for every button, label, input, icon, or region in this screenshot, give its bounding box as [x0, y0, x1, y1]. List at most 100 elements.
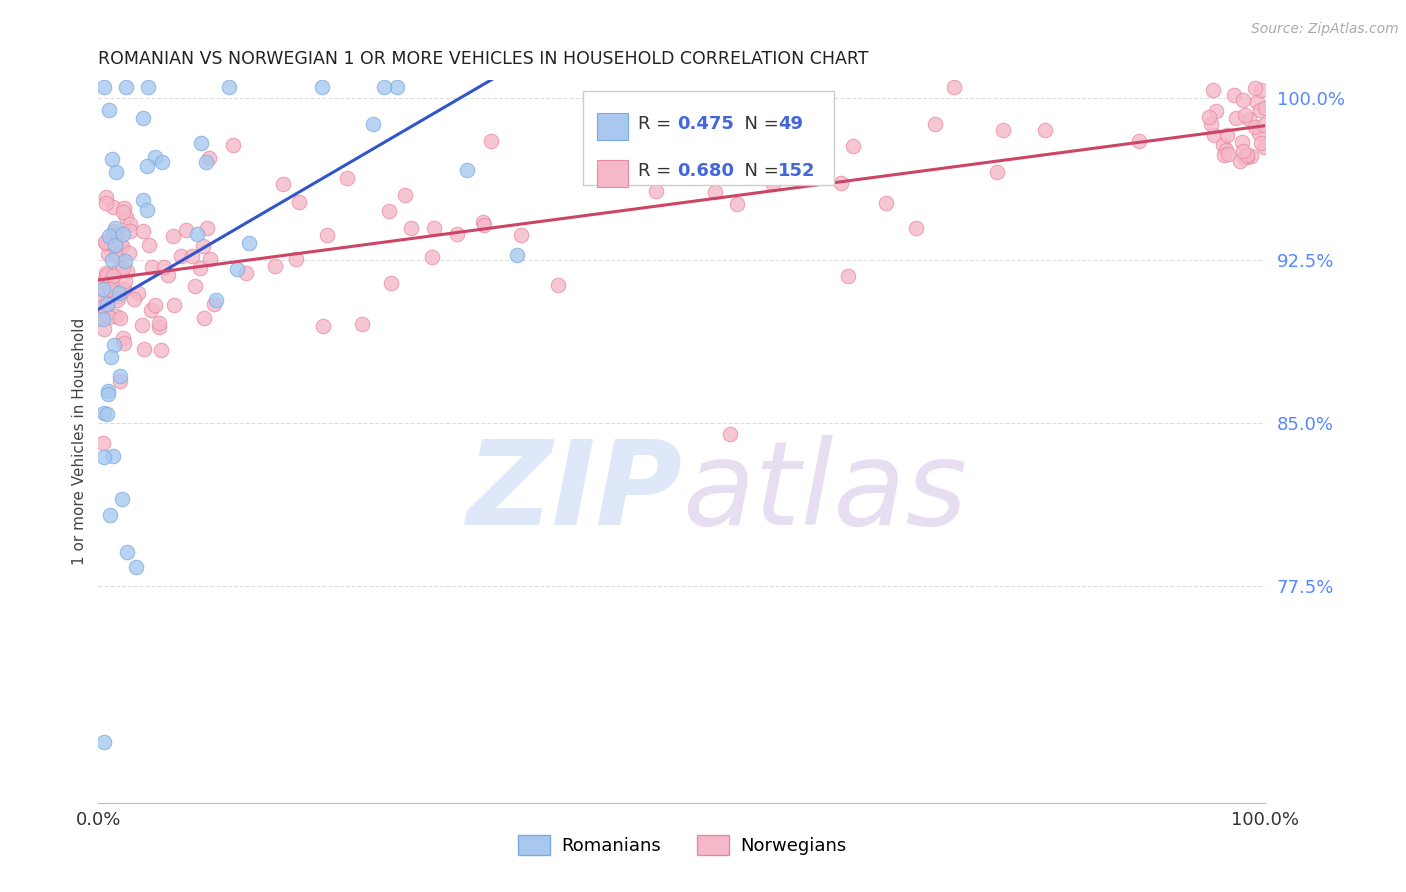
- Point: [401, 221, 423, 235]
- Point: [94, 271, 117, 285]
- Point: [190, 136, 212, 150]
- Point: [1253, 101, 1275, 115]
- Text: ZIP: ZIP: [465, 434, 682, 549]
- Point: [93, 322, 115, 336]
- Point: [842, 139, 865, 153]
- Point: [114, 274, 136, 288]
- Point: [101, 253, 124, 268]
- Point: [762, 177, 785, 191]
- Point: [1232, 94, 1254, 108]
- Point: [91, 292, 114, 306]
- Point: [1212, 148, 1234, 162]
- Point: [91, 436, 114, 450]
- Point: [91, 300, 114, 314]
- Point: [94, 235, 117, 250]
- Point: [186, 227, 208, 241]
- Point: [134, 342, 156, 356]
- Point: [1230, 135, 1253, 149]
- Point: [112, 330, 135, 344]
- Point: [115, 545, 138, 559]
- Point: [506, 248, 529, 262]
- Point: [1240, 149, 1263, 163]
- Point: [837, 268, 859, 283]
- Point: [108, 286, 131, 301]
- Point: [195, 221, 218, 235]
- Point: [125, 559, 148, 574]
- Point: [108, 261, 131, 276]
- Point: [472, 218, 495, 232]
- Point: [114, 79, 136, 94]
- Point: [104, 237, 127, 252]
- Point: [373, 79, 395, 94]
- Point: [380, 276, 402, 290]
- Point: [108, 289, 131, 303]
- Point: [875, 196, 897, 211]
- Point: [718, 426, 741, 441]
- Point: [138, 238, 160, 252]
- Point: [1199, 117, 1222, 131]
- Point: [136, 79, 159, 94]
- Point: [193, 310, 215, 325]
- Point: [103, 228, 125, 243]
- Point: [336, 170, 359, 185]
- Point: [91, 305, 114, 319]
- Point: [264, 259, 287, 273]
- Text: N =: N =: [733, 115, 785, 133]
- Point: [100, 152, 122, 166]
- Point: [456, 163, 478, 178]
- Point: [127, 285, 149, 300]
- Point: [181, 249, 204, 263]
- Point: [100, 282, 122, 296]
- Point: [479, 134, 502, 148]
- Point: [924, 118, 946, 132]
- Point: [1202, 128, 1225, 142]
- Text: 49: 49: [778, 115, 803, 133]
- Text: R =: R =: [637, 162, 676, 180]
- Point: [204, 297, 226, 311]
- Point: [184, 279, 207, 293]
- Point: [117, 245, 139, 260]
- Point: [141, 260, 163, 275]
- Point: [188, 260, 211, 275]
- Point: [111, 204, 134, 219]
- Point: [205, 293, 228, 308]
- Point: [509, 228, 531, 243]
- Point: [91, 282, 114, 296]
- Point: [198, 252, 221, 266]
- Point: [105, 293, 128, 307]
- Point: [110, 368, 132, 383]
- Point: [830, 176, 852, 190]
- Point: [194, 155, 217, 169]
- Point: [143, 298, 166, 312]
- Point: [97, 289, 120, 303]
- Point: [115, 263, 138, 277]
- Point: [1216, 147, 1239, 161]
- Point: [991, 123, 1014, 137]
- Point: [1198, 110, 1220, 124]
- Point: [1246, 95, 1268, 109]
- Y-axis label: 1 or more Vehicles in Household: 1 or more Vehicles in Household: [72, 318, 87, 566]
- Point: [111, 238, 134, 252]
- Point: [226, 261, 249, 276]
- Text: atlas: atlas: [682, 435, 967, 549]
- Point: [1236, 148, 1258, 162]
- Point: [114, 254, 136, 268]
- Point: [98, 103, 121, 117]
- Text: N =: N =: [733, 162, 785, 180]
- Point: [93, 79, 115, 94]
- Point: [97, 387, 120, 401]
- Point: [131, 318, 153, 332]
- Point: [91, 307, 114, 321]
- Point: [350, 318, 373, 332]
- Point: [98, 294, 121, 309]
- Point: [644, 184, 666, 198]
- Point: [101, 200, 124, 214]
- Point: [118, 218, 141, 232]
- Point: [110, 238, 132, 252]
- Point: [472, 215, 495, 229]
- Point: [96, 190, 118, 204]
- Text: 152: 152: [778, 162, 815, 180]
- Point: [91, 312, 114, 326]
- Point: [135, 159, 157, 173]
- Point: [93, 406, 115, 420]
